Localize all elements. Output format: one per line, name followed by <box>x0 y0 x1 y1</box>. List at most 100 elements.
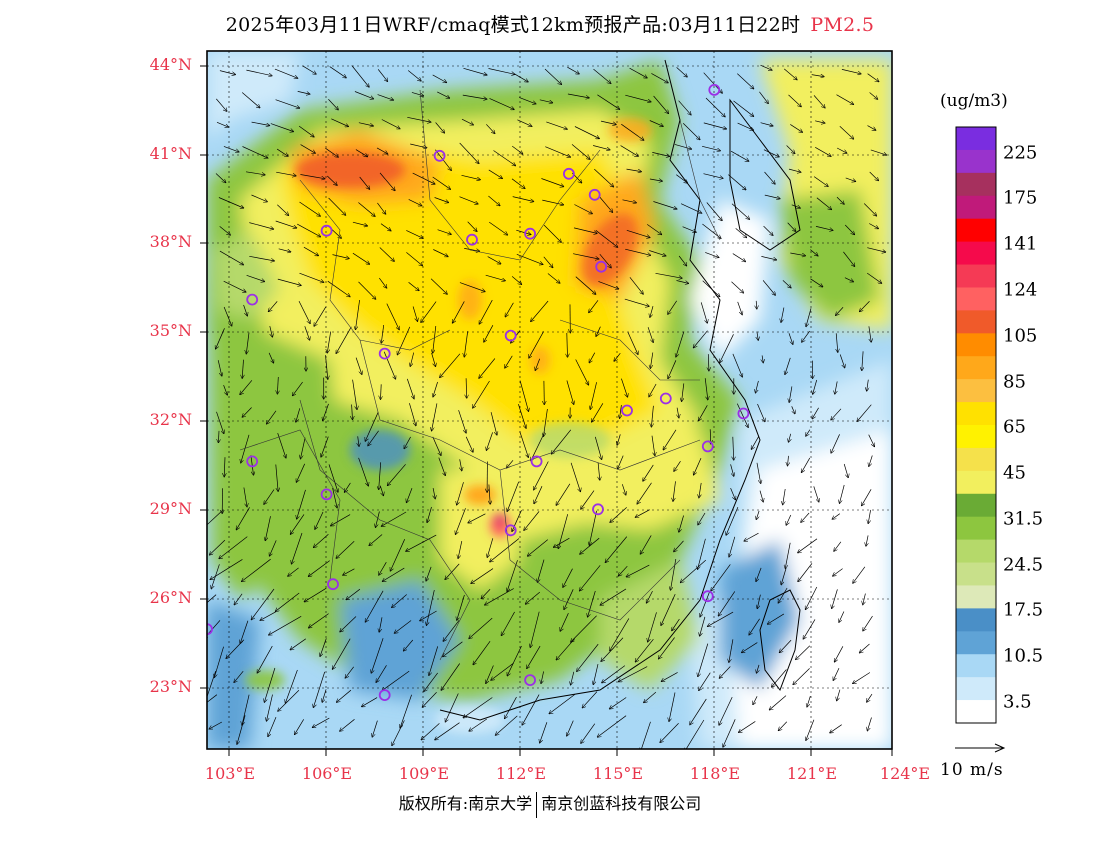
wind-arrow <box>802 330 810 342</box>
lon-label: 106°E <box>301 764 353 783</box>
wind-arrow <box>840 484 845 503</box>
colorbar-swatch <box>956 470 996 495</box>
wind-arrow <box>437 229 452 235</box>
wind-arrow <box>242 359 243 378</box>
wind-arrow <box>466 378 467 398</box>
wind-arrow <box>404 436 411 449</box>
wind-arrow <box>277 278 301 285</box>
wind-arrow <box>453 301 465 323</box>
wind-arrow <box>598 715 627 737</box>
wind-arrow <box>705 252 719 257</box>
wind-arrow <box>264 489 275 505</box>
wind-arrow <box>599 196 612 213</box>
wind-arrow <box>270 540 277 556</box>
wind-arrow <box>240 380 253 394</box>
wind-arrow <box>543 256 553 268</box>
wind-arrow <box>276 148 288 156</box>
wind-arrow <box>511 145 522 154</box>
wind-arrow <box>242 407 252 418</box>
wind-arrow <box>488 221 507 235</box>
wind-arrow <box>649 179 662 181</box>
wind-arrow <box>780 639 792 652</box>
wind-arrow <box>325 147 338 157</box>
colorbar-label: 175 <box>1003 187 1038 209</box>
lon-label: 103°E <box>204 764 256 783</box>
wind-arrow <box>459 282 485 292</box>
wind-arrow <box>511 276 521 284</box>
wind-arrow <box>599 253 611 268</box>
wind-arrow <box>379 462 381 489</box>
wind-arrow <box>594 436 601 460</box>
wind-arrow <box>541 671 544 683</box>
city-markers <box>207 84 750 701</box>
wind-arrow <box>424 672 438 691</box>
wind-arrow <box>649 250 666 256</box>
wind-arrow <box>813 95 825 107</box>
wind-arrow <box>355 149 368 157</box>
wind-arrow <box>782 280 791 287</box>
wind-arrow <box>369 534 383 546</box>
wind-arrow <box>653 201 676 210</box>
wind-arrow <box>512 196 534 202</box>
wind-arrow <box>590 382 597 409</box>
colorbar-swatch <box>956 608 996 632</box>
wind-arrow <box>276 592 300 611</box>
wind-arrow <box>432 403 438 430</box>
coastline <box>439 59 801 721</box>
wind-arrow <box>397 326 411 355</box>
wind-arrow <box>433 488 435 499</box>
wind-arrow <box>624 298 649 306</box>
wind-arrow <box>580 537 600 554</box>
wind-arrow <box>749 618 760 635</box>
wind-arrow <box>801 512 810 522</box>
wind-arrow <box>739 721 756 732</box>
wind-arrow <box>772 669 787 688</box>
wind-arrow <box>524 511 540 530</box>
wind-arrow <box>593 145 610 150</box>
wind-arrow <box>257 645 273 673</box>
wind-arrow <box>594 168 613 187</box>
copyright: 版权所有:南京大学 南京创蓝科技有限公司 <box>0 790 1100 818</box>
wind-arrow <box>764 194 780 199</box>
wind-arrow <box>379 562 387 575</box>
wind-arrow <box>655 272 683 278</box>
city-marker <box>378 689 391 701</box>
colorbar-swatch <box>956 677 996 701</box>
wind-arrow <box>549 694 576 713</box>
wind-arrow <box>485 588 514 605</box>
wind-arrow <box>518 403 526 428</box>
colorbar-label: 24.5 <box>1003 554 1044 576</box>
wind-arrow <box>682 226 697 233</box>
wind-arrow <box>729 536 736 557</box>
city-marker <box>378 347 391 360</box>
wind-arrow <box>807 696 811 707</box>
wind-arrow <box>505 355 513 368</box>
wind-arrow <box>275 220 297 228</box>
wind-arrow <box>730 464 734 476</box>
wind-arrow <box>365 412 379 441</box>
wind-arrow <box>346 588 361 599</box>
wind-arrow <box>700 302 707 323</box>
wind-arrow <box>343 568 355 575</box>
wind-arrow <box>297 91 310 94</box>
wind-arrow <box>787 222 796 232</box>
wind-arrow <box>488 68 515 75</box>
wind-arrow <box>309 560 330 577</box>
wind-arrow <box>323 403 329 421</box>
wind-arrow <box>209 721 223 729</box>
wind-arrow <box>786 145 795 154</box>
wind-arrow <box>640 535 652 554</box>
lat-label: 29°N <box>149 499 192 518</box>
wind-arrow <box>486 124 494 133</box>
wind-arrow <box>246 332 250 354</box>
wind-arrow <box>832 589 838 608</box>
wind-arrow <box>756 380 759 393</box>
wind-arrow <box>866 535 868 546</box>
wind-arrow <box>788 94 802 107</box>
wind-arrow <box>839 611 845 623</box>
wind-arrow <box>382 511 407 526</box>
wind-arrow <box>490 538 520 562</box>
wind-arrow <box>381 384 382 399</box>
wind-arrow <box>406 534 437 551</box>
wind-arrow <box>242 694 250 725</box>
